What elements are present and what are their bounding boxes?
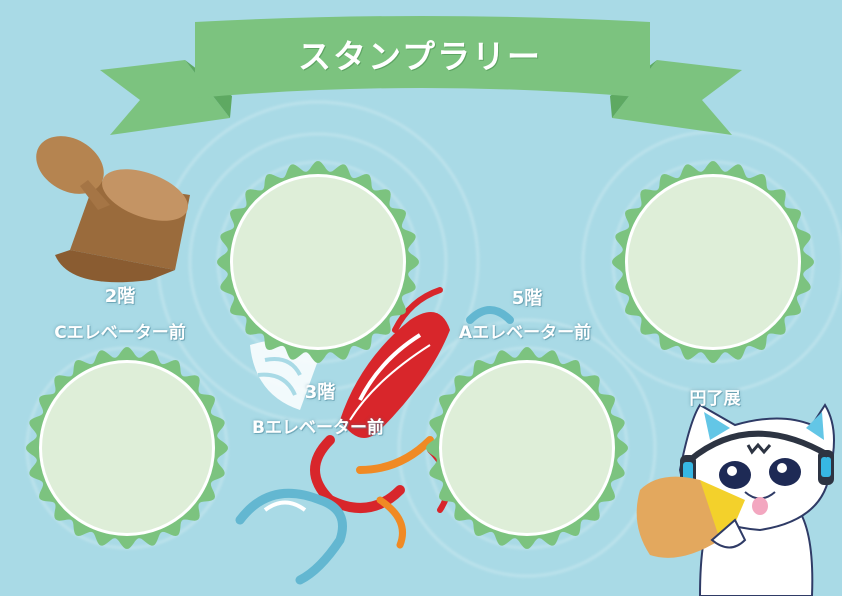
station-location: Aエレベーター前 [458, 323, 592, 343]
decorative-fish-icon [310, 287, 451, 549]
stamp-slot [26, 347, 228, 549]
page-title: スタンプラリー [297, 37, 542, 76]
stamp-slot [612, 161, 814, 363]
station-floor: 3階 [304, 382, 336, 403]
station-floor: 5階 [511, 288, 543, 309]
title-banner [100, 16, 742, 135]
decorative-wave-icon [235, 306, 514, 585]
station-location: 円了展 [689, 389, 741, 409]
station-location: Bエレベーター前 [252, 418, 384, 438]
stamp-slot [426, 347, 628, 549]
station-floor: 2階 [104, 286, 136, 307]
station-location: Cエレベーター前 [54, 323, 186, 343]
stamp-tool-icon [36, 136, 190, 283]
stamp-slot [217, 161, 419, 363]
